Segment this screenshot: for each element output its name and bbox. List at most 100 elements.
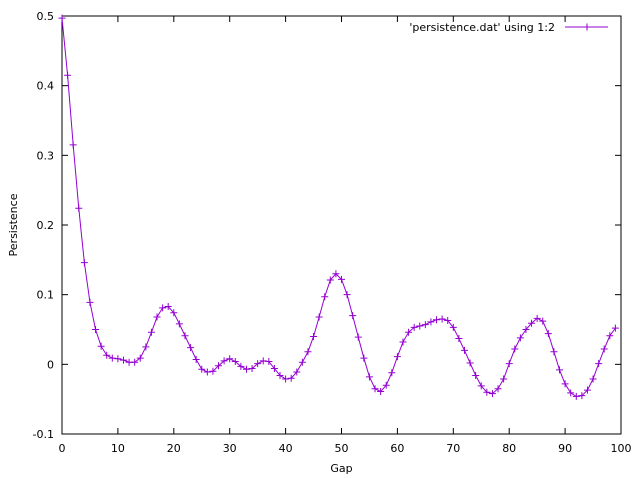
- data-point: [572, 392, 580, 400]
- y-tick-label: 0.5: [37, 10, 55, 23]
- data-point: [304, 348, 312, 356]
- legend: 'persistence.dat' using 1:2: [409, 21, 608, 34]
- data-point: [142, 343, 150, 351]
- data-point: [298, 358, 306, 366]
- data-point: [108, 354, 116, 362]
- data-point: [315, 313, 323, 321]
- data-point: [550, 348, 558, 356]
- data-point: [488, 390, 496, 398]
- data-point: [606, 332, 614, 340]
- data-point: [349, 312, 357, 320]
- data-point: [326, 276, 334, 284]
- data-point: [405, 328, 413, 336]
- data-point: [365, 373, 373, 381]
- tick-marks: [61, 15, 622, 435]
- plot-frame: [61, 15, 622, 435]
- x-tick-label: 50: [335, 442, 349, 455]
- data-point: [600, 345, 608, 353]
- x-tick-label: 90: [558, 442, 572, 455]
- data-point: [360, 354, 368, 362]
- data-point: [433, 316, 441, 324]
- data-point: [287, 374, 295, 382]
- x-tick-label: 60: [390, 442, 404, 455]
- data-point: [583, 386, 591, 394]
- series-layer: [58, 14, 619, 400]
- data-point: [505, 360, 513, 368]
- data-point: [522, 326, 530, 333]
- data-point: [75, 204, 83, 212]
- data-point: [410, 323, 418, 331]
- data-point: [343, 291, 351, 299]
- data-point: [556, 366, 564, 374]
- data-point: [416, 322, 424, 330]
- data-point: [248, 365, 256, 373]
- data-point: [159, 304, 167, 312]
- data-point: [611, 324, 619, 332]
- data-point: [270, 365, 278, 373]
- data-point: [494, 385, 502, 393]
- data-point: [528, 319, 536, 327]
- data-point: [310, 332, 318, 340]
- data-point: [192, 355, 200, 363]
- data-point: [282, 375, 290, 383]
- x-tick-label: 100: [611, 442, 632, 455]
- data-point: [64, 71, 72, 79]
- data-point: [86, 298, 94, 306]
- data-point: [354, 333, 362, 341]
- data-point: [477, 382, 485, 390]
- data-point: [393, 353, 401, 361]
- data-point: [97, 342, 105, 350]
- data-point: [80, 259, 88, 267]
- data-point: [215, 362, 223, 370]
- data-point: [460, 346, 468, 354]
- tick-labels: 0 10 20 30 40 50 60 70 80 90 100 -0.1 0 0.1 0.2 0.3 0.4 0…: [33, 10, 632, 455]
- data-point: [103, 351, 111, 359]
- data-point: [136, 354, 144, 362]
- y-tick-label: 0: [47, 358, 54, 371]
- data-point: [131, 358, 139, 366]
- data-point: [371, 385, 379, 393]
- data-point: [533, 314, 541, 322]
- data-point: [444, 316, 452, 324]
- x-axis-label: Gap: [330, 462, 352, 475]
- data-point: [254, 360, 262, 368]
- data-point: [338, 275, 345, 283]
- data-point: [578, 392, 586, 400]
- data-point: [242, 365, 250, 373]
- x-tick-label: 30: [223, 442, 237, 455]
- data-point: [377, 388, 385, 396]
- data-point: [92, 326, 100, 333]
- data-point: [561, 380, 569, 388]
- data-point: [265, 358, 273, 366]
- data-point: [164, 303, 172, 311]
- data-point: [567, 389, 575, 397]
- data-point: [293, 368, 301, 376]
- data-point: [382, 381, 390, 389]
- x-tick-label: 10: [111, 442, 125, 455]
- data-point: [589, 375, 597, 383]
- data-point: [58, 14, 66, 22]
- data-point: [220, 357, 228, 365]
- series-line: [61, 18, 616, 397]
- legend-marker: [583, 23, 591, 31]
- y-tick-label: 0.2: [37, 219, 55, 232]
- data-point: [399, 338, 407, 346]
- data-point: [321, 293, 329, 301]
- data-point: [209, 367, 217, 375]
- y-tick-label: 0.1: [37, 289, 55, 302]
- data-point: [516, 334, 524, 342]
- data-point: [175, 320, 183, 328]
- data-point: [472, 371, 480, 379]
- data-point: [595, 360, 603, 368]
- data-point: [511, 345, 519, 353]
- data-point: [181, 332, 189, 340]
- legend-label: 'persistence.dat' using 1:2: [409, 21, 555, 34]
- data-point: [119, 356, 127, 364]
- data-point: [427, 318, 435, 326]
- data-point: [438, 315, 446, 323]
- y-tick-label: 0.4: [37, 80, 55, 93]
- data-point: [466, 359, 474, 367]
- data-point: [332, 270, 340, 278]
- data-point: [170, 309, 178, 317]
